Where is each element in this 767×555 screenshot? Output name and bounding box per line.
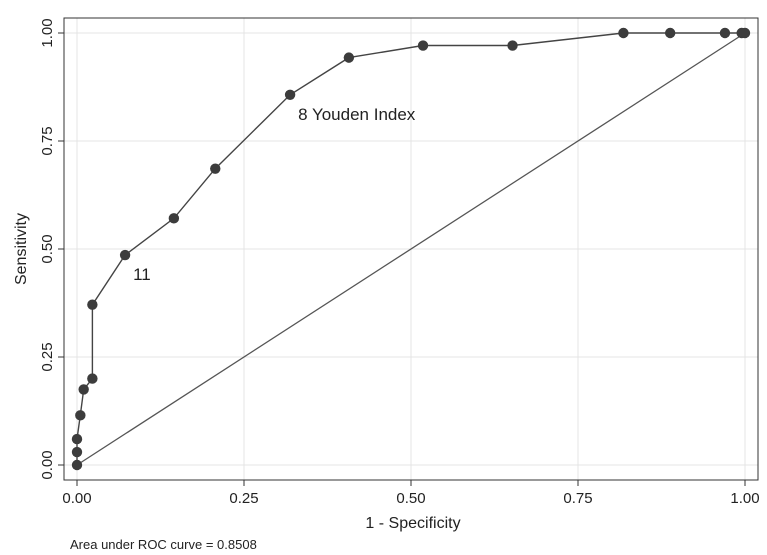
roc-point	[664, 27, 676, 39]
roc-point	[210, 163, 221, 174]
y-tick-label: 0.50	[39, 234, 56, 263]
annotation-label: 11	[133, 265, 151, 284]
roc-point	[71, 433, 83, 445]
y-tick-label: 0.25	[39, 342, 56, 371]
annotation-label: 8 Youden Index	[298, 105, 416, 124]
roc-point	[168, 213, 180, 224]
x-tick-label: 0.50	[396, 490, 425, 507]
auc-note: Area under ROC curve = 0.8508	[70, 537, 257, 552]
x-axis: 0.00 0.25 0.50 0.75 1.00	[62, 480, 760, 507]
roc-point	[284, 89, 296, 100]
roc-point	[87, 299, 98, 310]
reference-diagonal-line	[76, 32, 746, 466]
y-axis: 0.00 0.25 0.50 0.75 1.00	[39, 18, 64, 480]
roc-point	[75, 410, 86, 421]
roc-point	[87, 373, 98, 384]
y-axis-title: Sensitivity	[13, 213, 30, 285]
roc-point	[417, 40, 429, 51]
x-tick-label: 0.00	[62, 490, 91, 507]
roc-point	[719, 27, 731, 39]
annotations: 8 Youden Index 11	[133, 105, 416, 284]
x-tick-label: 0.75	[563, 490, 592, 507]
roc-point	[739, 27, 751, 39]
x-tick-label: 0.25	[229, 490, 258, 507]
roc-point	[71, 446, 83, 458]
y-tick-label: 0.75	[39, 126, 56, 155]
y-tick-label: 0.00	[39, 450, 56, 479]
x-tick-label: 1.00	[730, 490, 759, 507]
roc-point	[71, 459, 83, 471]
roc-point	[507, 40, 518, 51]
roc-point	[343, 52, 355, 63]
roc-point	[618, 27, 629, 39]
roc-point	[78, 384, 89, 395]
roc-point	[119, 249, 131, 261]
y-tick-label: 1.00	[39, 18, 56, 47]
roc-points	[71, 27, 751, 471]
x-axis-title: 1 - Specificity	[365, 515, 460, 532]
